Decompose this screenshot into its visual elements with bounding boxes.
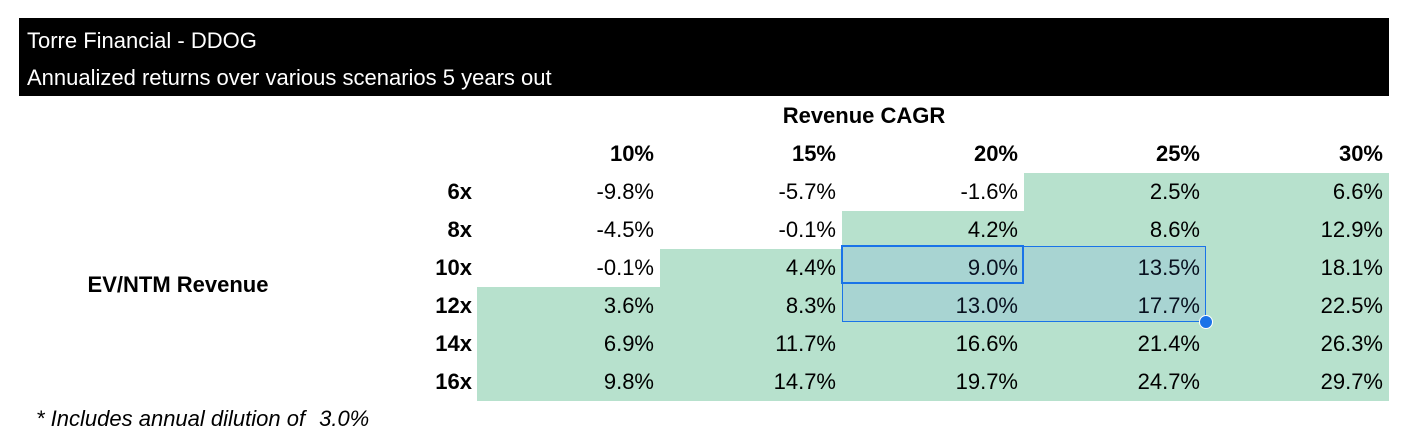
table-cell[interactable]: 17.7% xyxy=(1137,293,1200,318)
table-cell[interactable]: 13.5% xyxy=(1137,255,1200,280)
selection-range xyxy=(842,246,1206,322)
table-cell[interactable]: -0.1% xyxy=(596,255,654,280)
column-axis-label[interactable]: Revenue CAGR xyxy=(782,103,946,128)
positive-fill xyxy=(1206,363,1389,401)
table-cell[interactable]: 3.6% xyxy=(603,293,654,318)
row-header[interactable]: 10x xyxy=(435,255,472,280)
positive-fill xyxy=(477,287,660,325)
table-cell[interactable]: 11.7% xyxy=(775,331,836,356)
table-cell[interactable]: 2.5% xyxy=(1149,179,1200,204)
positive-fill xyxy=(1024,173,1206,211)
table-cell[interactable]: 8.6% xyxy=(1149,217,1200,242)
table-cell[interactable]: 24.7% xyxy=(1137,369,1200,394)
positive-fill xyxy=(477,325,660,363)
table-cell[interactable]: -4.5% xyxy=(596,217,654,242)
column-header[interactable]: 30% xyxy=(1338,141,1383,166)
fill-handle[interactable] xyxy=(1199,315,1213,329)
table-cell[interactable]: -9.8% xyxy=(596,179,654,204)
table-cell[interactable]: 26.3% xyxy=(1320,331,1383,356)
table-cell[interactable]: 6.6% xyxy=(1332,179,1383,204)
table-cell[interactable]: 29.7% xyxy=(1320,369,1383,394)
positive-fill xyxy=(1024,287,1206,325)
table-cell[interactable]: 22.5% xyxy=(1320,293,1383,318)
footnote-text: * Includes annual dilution of xyxy=(36,406,306,431)
row-header[interactable]: 14x xyxy=(435,331,472,356)
positive-fill xyxy=(1024,363,1206,401)
table-cell[interactable]: 21.4% xyxy=(1137,331,1200,356)
table-cell[interactable]: 6.9% xyxy=(603,331,654,356)
positive-fill xyxy=(842,211,1024,249)
positive-fill xyxy=(842,249,1024,287)
table-cell[interactable]: 19.7% xyxy=(955,369,1018,394)
positive-fill xyxy=(842,363,1024,401)
table-cell[interactable]: 8.3% xyxy=(785,293,836,318)
sheet-subtitle[interactable]: Annualized returns over various scenario… xyxy=(27,65,552,90)
positive-fill xyxy=(477,363,660,401)
positive-fill xyxy=(1024,211,1206,249)
table-cell[interactable]: 12.9% xyxy=(1320,217,1383,242)
table-cell[interactable]: 9.0% xyxy=(967,255,1018,280)
positive-fill xyxy=(842,325,1024,363)
column-header[interactable]: 10% xyxy=(609,141,654,166)
table-cell[interactable]: -5.7% xyxy=(778,179,836,204)
table-cell[interactable]: 14.7% xyxy=(773,369,836,394)
footnote[interactable]: * Includes annual dilution of 3.0% xyxy=(36,404,369,434)
table-cell[interactable]: 4.2% xyxy=(967,217,1018,242)
positive-fill xyxy=(660,363,842,401)
table-cell[interactable]: 13.0% xyxy=(955,293,1018,318)
column-header[interactable]: 15% xyxy=(791,141,836,166)
row-header[interactable]: 16x xyxy=(435,369,472,394)
column-header[interactable]: 20% xyxy=(973,141,1018,166)
column-header[interactable]: 25% xyxy=(1155,141,1200,166)
table-cell[interactable]: 16.6% xyxy=(955,331,1018,356)
positive-fill xyxy=(1206,211,1389,249)
positive-fill xyxy=(660,287,842,325)
active-cell-outline xyxy=(841,245,1024,284)
table-cell[interactable]: 18.1% xyxy=(1320,255,1383,280)
positive-fill xyxy=(660,325,842,363)
row-header[interactable]: 8x xyxy=(447,217,472,242)
positive-fill xyxy=(660,249,842,287)
sheet-header: Torre Financial - DDOG Annualized return… xyxy=(19,18,1389,96)
table-cell[interactable]: -1.6% xyxy=(960,179,1018,204)
sheet-title[interactable]: Torre Financial - DDOG xyxy=(27,28,257,53)
footnote-value: 3.0% xyxy=(319,406,370,431)
table-cell[interactable]: -0.1% xyxy=(778,217,836,242)
positive-fill xyxy=(1024,325,1206,363)
positive-fill xyxy=(842,287,1024,325)
table-cell[interactable]: 9.8% xyxy=(603,369,654,394)
positive-fill xyxy=(1024,249,1206,287)
positive-fill xyxy=(1206,173,1389,211)
positive-fill xyxy=(1206,287,1389,325)
row-axis-label[interactable]: EV/NTM Revenue xyxy=(87,272,269,297)
positive-fill xyxy=(1206,249,1389,287)
positive-fill xyxy=(1206,325,1389,363)
row-header[interactable]: 12x xyxy=(435,293,472,318)
row-header[interactable]: 6x xyxy=(447,179,472,204)
table-cell[interactable]: 4.4% xyxy=(785,255,836,280)
